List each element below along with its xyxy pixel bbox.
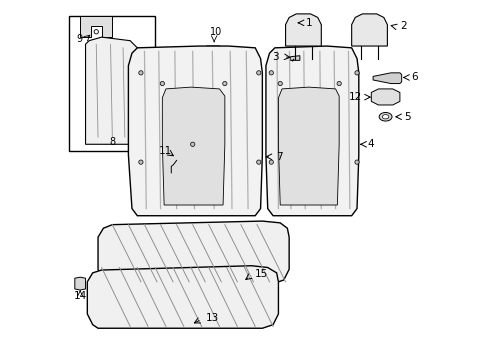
Ellipse shape [256, 71, 261, 75]
Polygon shape [265, 46, 358, 216]
Text: 12: 12 [348, 92, 361, 102]
Polygon shape [200, 76, 233, 102]
Text: 13: 13 [206, 312, 219, 323]
Polygon shape [278, 87, 339, 205]
Text: 3: 3 [271, 52, 278, 62]
Polygon shape [80, 16, 112, 37]
Ellipse shape [378, 112, 391, 121]
Ellipse shape [256, 160, 261, 164]
Ellipse shape [382, 114, 388, 119]
Polygon shape [98, 221, 288, 284]
Polygon shape [351, 14, 386, 46]
Text: 5: 5 [404, 112, 410, 122]
Polygon shape [370, 89, 399, 105]
Text: 10: 10 [209, 27, 222, 37]
Text: 7: 7 [275, 152, 282, 162]
Text: 6: 6 [410, 72, 417, 82]
Polygon shape [290, 56, 299, 60]
Text: 2: 2 [399, 21, 406, 31]
Polygon shape [171, 152, 196, 164]
Ellipse shape [354, 71, 358, 75]
Ellipse shape [354, 160, 358, 164]
Text: 1: 1 [305, 18, 312, 28]
Ellipse shape [268, 160, 273, 164]
Polygon shape [87, 266, 278, 328]
Text: 8: 8 [109, 138, 115, 148]
Ellipse shape [139, 160, 143, 164]
Text: 14: 14 [73, 291, 87, 301]
Ellipse shape [336, 81, 341, 86]
Polygon shape [162, 87, 224, 205]
Bar [69, 16, 155, 152]
Ellipse shape [160, 81, 164, 86]
Ellipse shape [190, 142, 194, 147]
Polygon shape [128, 46, 262, 216]
Text: 15: 15 [254, 269, 267, 279]
Text: 4: 4 [367, 139, 374, 149]
Polygon shape [75, 277, 85, 290]
Ellipse shape [222, 81, 226, 86]
Polygon shape [372, 73, 401, 84]
Polygon shape [200, 46, 228, 85]
Polygon shape [85, 37, 141, 144]
Ellipse shape [94, 30, 98, 34]
Text: 9: 9 [76, 34, 82, 44]
Ellipse shape [268, 71, 273, 75]
Ellipse shape [278, 81, 282, 86]
Ellipse shape [139, 71, 143, 75]
Polygon shape [285, 14, 321, 46]
Text: 11: 11 [158, 146, 171, 156]
